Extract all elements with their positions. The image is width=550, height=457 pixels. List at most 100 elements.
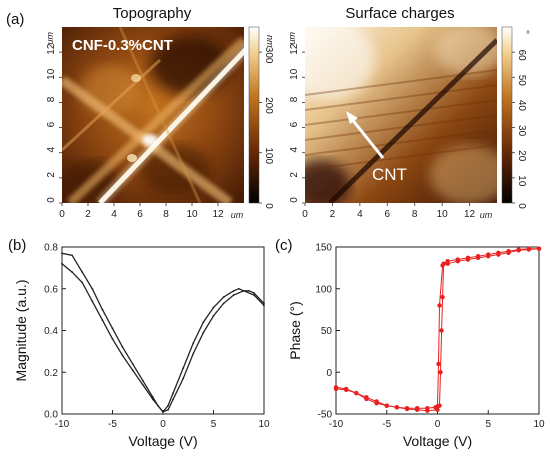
- y-tick-label: 2: [46, 172, 57, 178]
- y-tick-label: 0: [289, 197, 300, 203]
- data-point: [445, 258, 450, 264]
- data-point: [91, 287, 94, 290]
- x-tick-label: -5: [382, 419, 391, 430]
- data-point: [435, 407, 440, 413]
- y-tick-label: 150: [315, 243, 332, 254]
- y-axis-label: Magnitude (a.u.): [13, 280, 29, 382]
- cnt-arrow: [349, 117, 385, 159]
- data-point: [425, 408, 430, 413]
- y-tick-label: 0: [46, 197, 57, 203]
- plot-frame: [61, 246, 265, 415]
- data-point: [222, 296, 225, 298]
- data-point: [438, 370, 443, 375]
- magnitude-chart: -10 -5 0 5 10 0.0 0.2 0.4 0.6 0.8 Voltage (V) Magni…: [13, 243, 270, 450]
- data-point: [232, 294, 235, 296]
- x-tick-label: 5: [485, 419, 491, 430]
- data-point: [71, 254, 73, 257]
- panel-label-b: (b): [8, 237, 26, 254]
- data-point: [121, 354, 124, 357]
- x-tick-label: -10: [55, 419, 70, 430]
- data-point: [384, 403, 389, 408]
- colorbar-charges: [501, 26, 513, 204]
- data-point: [81, 281, 84, 284]
- data-point: [162, 411, 164, 413]
- data-point: [506, 248, 511, 254]
- data-point: [441, 261, 446, 266]
- y-tick-label: 50: [321, 326, 333, 337]
- colorbar-tick-label: 0: [263, 203, 274, 209]
- data-point: [91, 300, 94, 303]
- x-tick-label: 2: [330, 209, 336, 220]
- data-point: [141, 383, 144, 386]
- data-point: [436, 361, 441, 367]
- data-point: [131, 369, 134, 372]
- colorbar-tick-label: 30: [516, 125, 527, 137]
- y-tick-label: 10: [289, 68, 300, 80]
- x-axis-label: Voltage (V): [128, 433, 197, 449]
- x-tick-label: 0: [59, 209, 65, 220]
- data-point: [439, 328, 444, 333]
- surface-charges-x-axis: 0 2 4 6 8 10 12: [302, 203, 476, 220]
- data-point: [242, 289, 245, 292]
- y-tick-label: 12: [289, 43, 300, 55]
- cnt-annotation: CNT: [372, 165, 407, 184]
- topography-x-unit: um: [231, 210, 244, 220]
- y-tick-label: 2: [289, 172, 300, 178]
- x-tick-label: 0: [302, 209, 308, 220]
- y-tick-label: 4: [289, 146, 300, 152]
- colorbar-tick-label: 10: [516, 175, 527, 187]
- sample-label: CNF-0.3%CNT: [72, 37, 173, 54]
- x-tick-label: 0: [435, 419, 441, 430]
- data-point: [81, 271, 84, 273]
- data-point: [172, 392, 175, 395]
- x-tick-label: 5: [211, 419, 217, 430]
- y-tick-label: 10: [46, 68, 57, 80]
- data-point: [374, 399, 379, 404]
- data-point: [536, 246, 542, 251]
- data-point: [192, 342, 195, 344]
- colorbar-topography-ticks: 0 100 200 300: [259, 47, 274, 209]
- y-tick-label: 0.6: [44, 284, 58, 295]
- data-point: [167, 404, 169, 407]
- data-point: [263, 304, 265, 307]
- data-point: [526, 246, 532, 251]
- data-point: [455, 257, 460, 262]
- topography-y-unit: um: [45, 32, 55, 45]
- cnt-arrow-head: [346, 111, 358, 124]
- data-point: [61, 262, 63, 265]
- colorbar-tick-label: 20: [516, 150, 527, 162]
- data-point: [121, 346, 124, 349]
- x-tick-label: -10: [329, 419, 344, 430]
- y-tick-label: 0: [326, 368, 332, 379]
- y-tick-label: 0.4: [44, 326, 58, 337]
- data-point: [237, 287, 240, 290]
- series-line-1: [61, 252, 265, 413]
- colorbar-tick-label: 0: [516, 203, 527, 209]
- y-tick-label: -50: [318, 410, 333, 421]
- x-tick-label: 12: [464, 209, 476, 220]
- data-point: [437, 403, 442, 408]
- data-point: [437, 303, 442, 308]
- x-tick-label: 2: [85, 209, 91, 220]
- x-tick-label: 0: [160, 419, 166, 430]
- y-tick-label: 4: [46, 146, 57, 152]
- colorbar-tick-label: 60: [516, 50, 527, 62]
- y-tick-label: 8: [289, 96, 300, 102]
- colorbar-charges-ticks: 0 10 20 30 40 50 60: [512, 50, 527, 209]
- data-point: [131, 363, 134, 365]
- y-tick-label: 6: [289, 121, 300, 127]
- data-point: [71, 271, 73, 273]
- x-tick-label: 10: [258, 419, 270, 430]
- data-point: [415, 407, 420, 413]
- y-tick-label: 100: [315, 284, 332, 295]
- data-point: [354, 390, 359, 396]
- topography-map: [62, 27, 244, 203]
- data-point: [61, 252, 63, 255]
- data-point: [475, 253, 481, 259]
- colorbar-tick-label: 40: [516, 100, 527, 112]
- data-point: [182, 367, 185, 369]
- x-tick-label: 4: [357, 209, 363, 220]
- data-point: [172, 398, 175, 401]
